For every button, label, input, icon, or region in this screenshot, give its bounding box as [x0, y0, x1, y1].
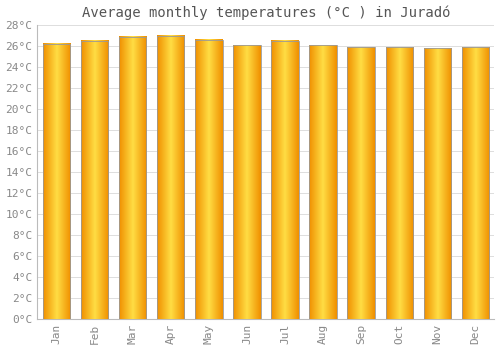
Bar	[462, 48, 489, 319]
Bar	[195, 40, 222, 319]
Bar	[272, 41, 298, 319]
Bar	[348, 48, 375, 319]
Bar	[310, 46, 337, 319]
Bar	[42, 44, 70, 319]
Bar	[386, 48, 413, 319]
Title: Average monthly temperatures (°C ) in Juradó: Average monthly temperatures (°C ) in Ju…	[82, 6, 450, 20]
Bar	[119, 37, 146, 319]
Bar	[81, 41, 108, 319]
Bar	[157, 36, 184, 319]
Bar	[424, 49, 451, 319]
Bar	[233, 46, 260, 319]
